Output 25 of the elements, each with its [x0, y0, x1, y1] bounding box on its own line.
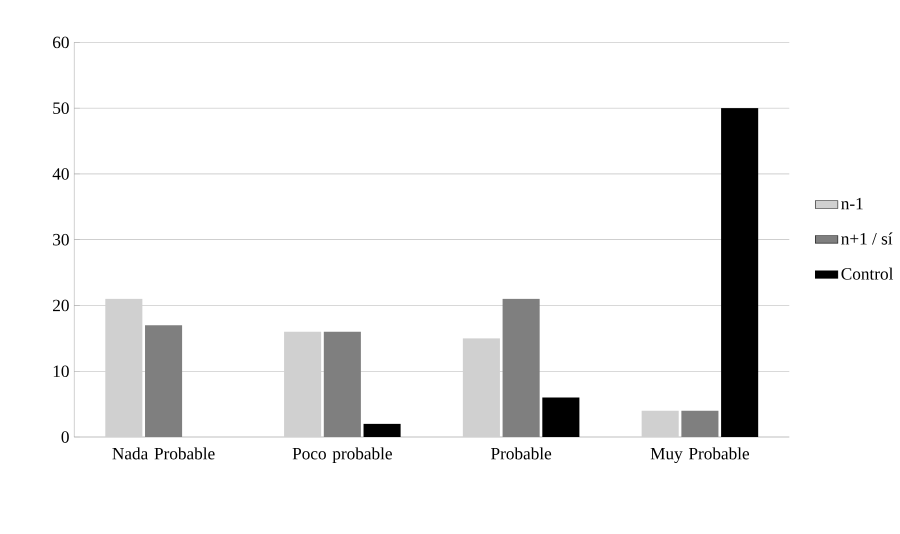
- y-tick-label: 50: [53, 102, 69, 114]
- x-tick-label: Probable: [491, 447, 552, 460]
- y-tick-label: 40: [52, 168, 69, 180]
- bar: [105, 298, 142, 437]
- x-tick-label: Muy Probable: [650, 447, 750, 463]
- legend-label: n+1 / sí: [841, 232, 892, 244]
- legend-label: Control: [841, 267, 894, 280]
- bar: [721, 108, 758, 437]
- bar: [284, 332, 322, 437]
- legend-label: n-1: [841, 198, 863, 210]
- bar: [502, 298, 540, 437]
- bar: [642, 410, 679, 437]
- y-tick-label: 30: [53, 234, 69, 246]
- bar: [542, 397, 580, 437]
- x-tick-label: Nada Probable: [112, 447, 215, 460]
- bar: [145, 325, 182, 437]
- bar: [681, 410, 718, 437]
- y-tick-label: 10: [54, 365, 69, 377]
- bar: [324, 332, 361, 437]
- bar: [462, 338, 500, 437]
- bar: [364, 424, 401, 437]
- y-tick-label: 20: [53, 299, 69, 312]
- y-tick-label: 60: [53, 36, 69, 48]
- x-tick-label: Poco probable: [292, 447, 392, 463]
- y-tick-label: 0: [62, 431, 69, 443]
